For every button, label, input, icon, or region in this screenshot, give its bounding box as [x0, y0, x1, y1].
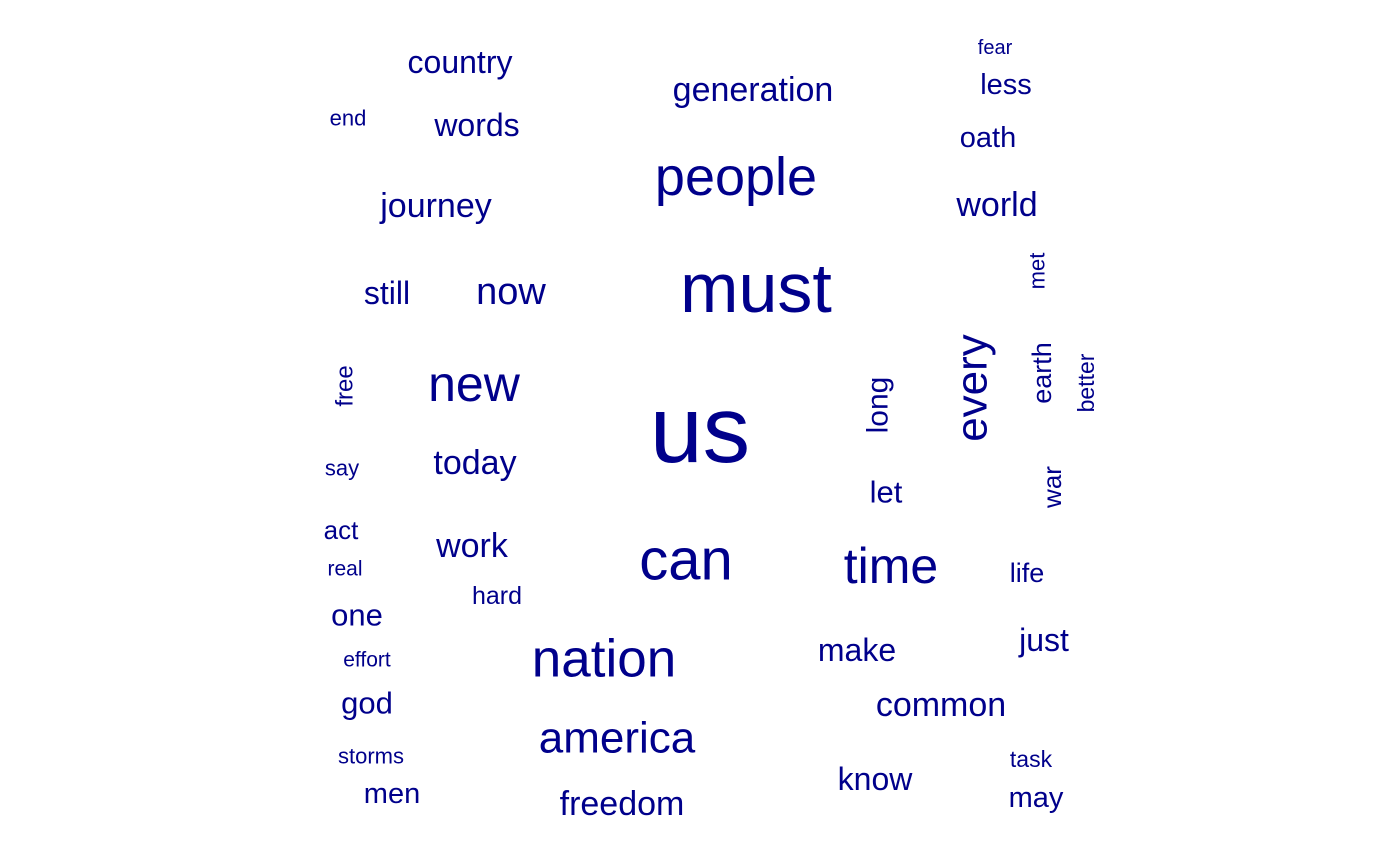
- word-free: free: [332, 365, 359, 406]
- word-may: may: [1009, 782, 1064, 814]
- word-fear: fear: [978, 37, 1013, 59]
- word-just: just: [1018, 622, 1069, 658]
- word-generation: generation: [673, 71, 834, 109]
- word-us: us: [650, 377, 750, 483]
- word-know: know: [838, 761, 914, 797]
- word-one: one: [331, 598, 383, 633]
- word-journey: journey: [379, 187, 492, 225]
- word-world: world: [955, 186, 1037, 224]
- word-common: common: [876, 686, 1006, 724]
- word-today: today: [433, 444, 516, 482]
- word-end: end: [330, 106, 367, 131]
- word-nation: nation: [532, 630, 676, 689]
- word-words: words: [433, 107, 519, 143]
- word-time: time: [844, 538, 938, 594]
- word-freedom: freedom: [560, 785, 685, 823]
- word-people: people: [655, 147, 817, 207]
- word-storms: storms: [338, 744, 404, 769]
- word-hard: hard: [472, 582, 522, 610]
- word-life: life: [1010, 558, 1045, 588]
- word-let: let: [870, 475, 903, 510]
- word-task: task: [1010, 746, 1053, 772]
- word-less: less: [980, 69, 1032, 101]
- word-america: america: [539, 714, 696, 763]
- word-met: met: [1025, 253, 1050, 290]
- word-earth: earth: [1027, 342, 1057, 404]
- word-long: long: [862, 377, 895, 434]
- word-war: war: [1037, 466, 1067, 509]
- word-country: country: [408, 44, 513, 80]
- word-men: men: [364, 778, 420, 810]
- word-god: god: [341, 686, 393, 721]
- word-still: still: [364, 275, 410, 311]
- word-every: every: [948, 334, 997, 442]
- word-make: make: [818, 632, 896, 668]
- word-better: better: [1073, 353, 1099, 412]
- word-must: must: [680, 249, 832, 327]
- word-say: say: [325, 456, 359, 481]
- word-can: can: [639, 528, 733, 593]
- word-work: work: [435, 527, 509, 565]
- word-act: act: [324, 515, 359, 545]
- word-new: new: [428, 356, 521, 412]
- word-effort: effort: [343, 649, 391, 672]
- word-oath: oath: [960, 122, 1016, 154]
- word-now: now: [476, 271, 546, 313]
- word-real: real: [327, 558, 362, 581]
